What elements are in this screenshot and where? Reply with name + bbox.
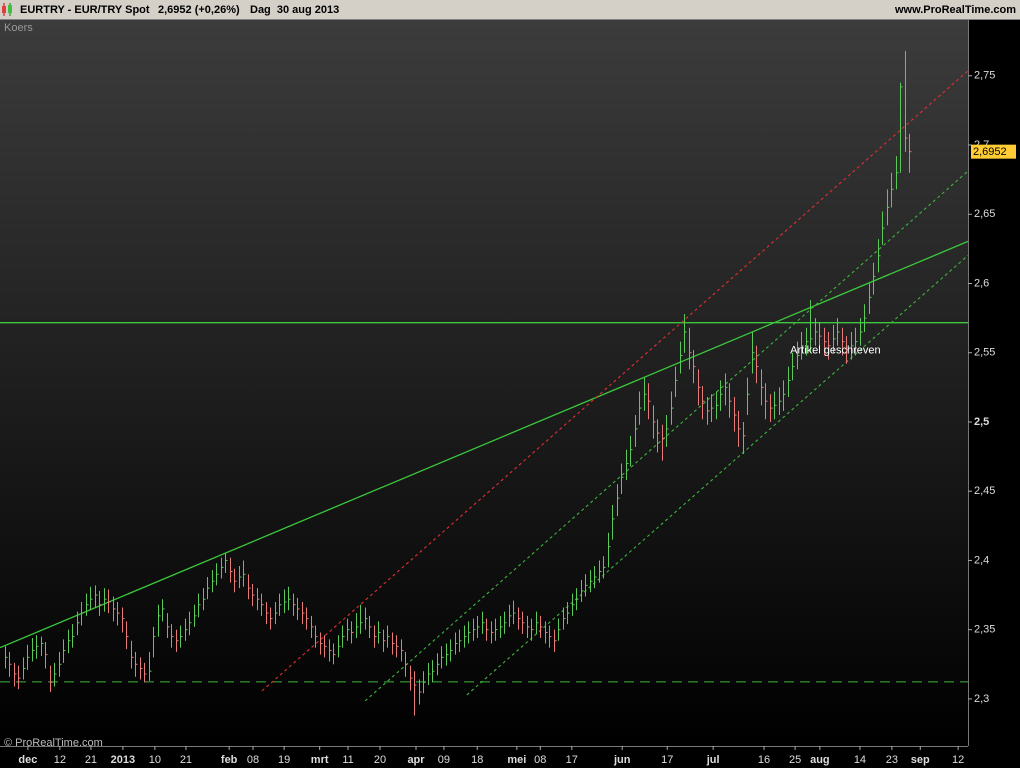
x-tick-label: jun	[613, 754, 631, 766]
y-tick-label: 2,3	[974, 693, 989, 705]
y-tick-label: 2,6	[974, 277, 989, 289]
y-tick-label: 2,5	[974, 416, 989, 428]
y-tick-label: 2,35	[974, 624, 995, 636]
x-tick-label: 21	[180, 754, 192, 766]
trend-line	[261, 70, 969, 692]
x-tick-label: 2013	[111, 754, 135, 766]
x-tick-label: mei	[507, 754, 526, 766]
app-icon	[2, 3, 12, 16]
x-tick-label: dec	[18, 754, 37, 766]
annotation: Artikel geschreven	[790, 345, 881, 357]
y-tick-label: 2,65	[974, 208, 995, 220]
instrument-title: EURTRY - EUR/TRY Spot	[20, 4, 150, 16]
quote: 2,6952 (+0,26%)	[158, 4, 240, 16]
x-tick-label: 10	[149, 754, 161, 766]
marks: 2,32,352,42,452,52,552,62,652,72,75dec12…	[0, 50, 1016, 766]
plot-area	[0, 19, 968, 746]
x-tick-label: 19	[278, 754, 290, 766]
x-tick-label: 14	[854, 754, 866, 766]
y-tick-label: 2,55	[974, 347, 995, 359]
period: Dag 30 aug 2013	[250, 4, 339, 16]
x-tick-label: 08	[534, 754, 546, 766]
x-tick-label: 08	[247, 754, 259, 766]
x-tick-label: 25	[789, 754, 801, 766]
x-tick-label: apr	[407, 754, 425, 766]
trend-line	[0, 240, 969, 649]
x-tick-label: 21	[85, 754, 97, 766]
copyright: © ProRealTime.com	[4, 737, 103, 749]
x-tick-label: 17	[566, 754, 578, 766]
x-tick-label: feb	[221, 754, 238, 766]
source: www.ProRealTime.com	[894, 4, 1016, 16]
x-tick-label: aug	[810, 754, 830, 766]
y-tick-label: 2,4	[974, 554, 989, 566]
x-tick-label: 16	[758, 754, 770, 766]
x-tick-label: 18	[471, 754, 483, 766]
y-tick-label: 2,75	[974, 70, 995, 82]
x-tick-label: mrt	[311, 754, 329, 766]
x-tick-label: 09	[438, 754, 450, 766]
header-bar	[0, 0, 1020, 19]
price-tag	[971, 144, 1016, 159]
x-tick-label: jul	[706, 754, 720, 766]
x-tick-label: 23	[886, 754, 898, 766]
x-tick-label: 12	[54, 754, 66, 766]
x-tick-label: 11	[342, 754, 353, 766]
x-tick-label: 17	[661, 754, 673, 766]
y-tick-label: 2,45	[974, 485, 995, 497]
x-tick-label: 12	[952, 754, 964, 766]
trend-line	[364, 170, 969, 702]
price-tag-label: 2,6952	[973, 146, 1007, 158]
panel-label: Koers	[4, 22, 33, 34]
x-tick-label: 20	[374, 754, 386, 766]
x-tick-label: sep	[911, 754, 930, 766]
